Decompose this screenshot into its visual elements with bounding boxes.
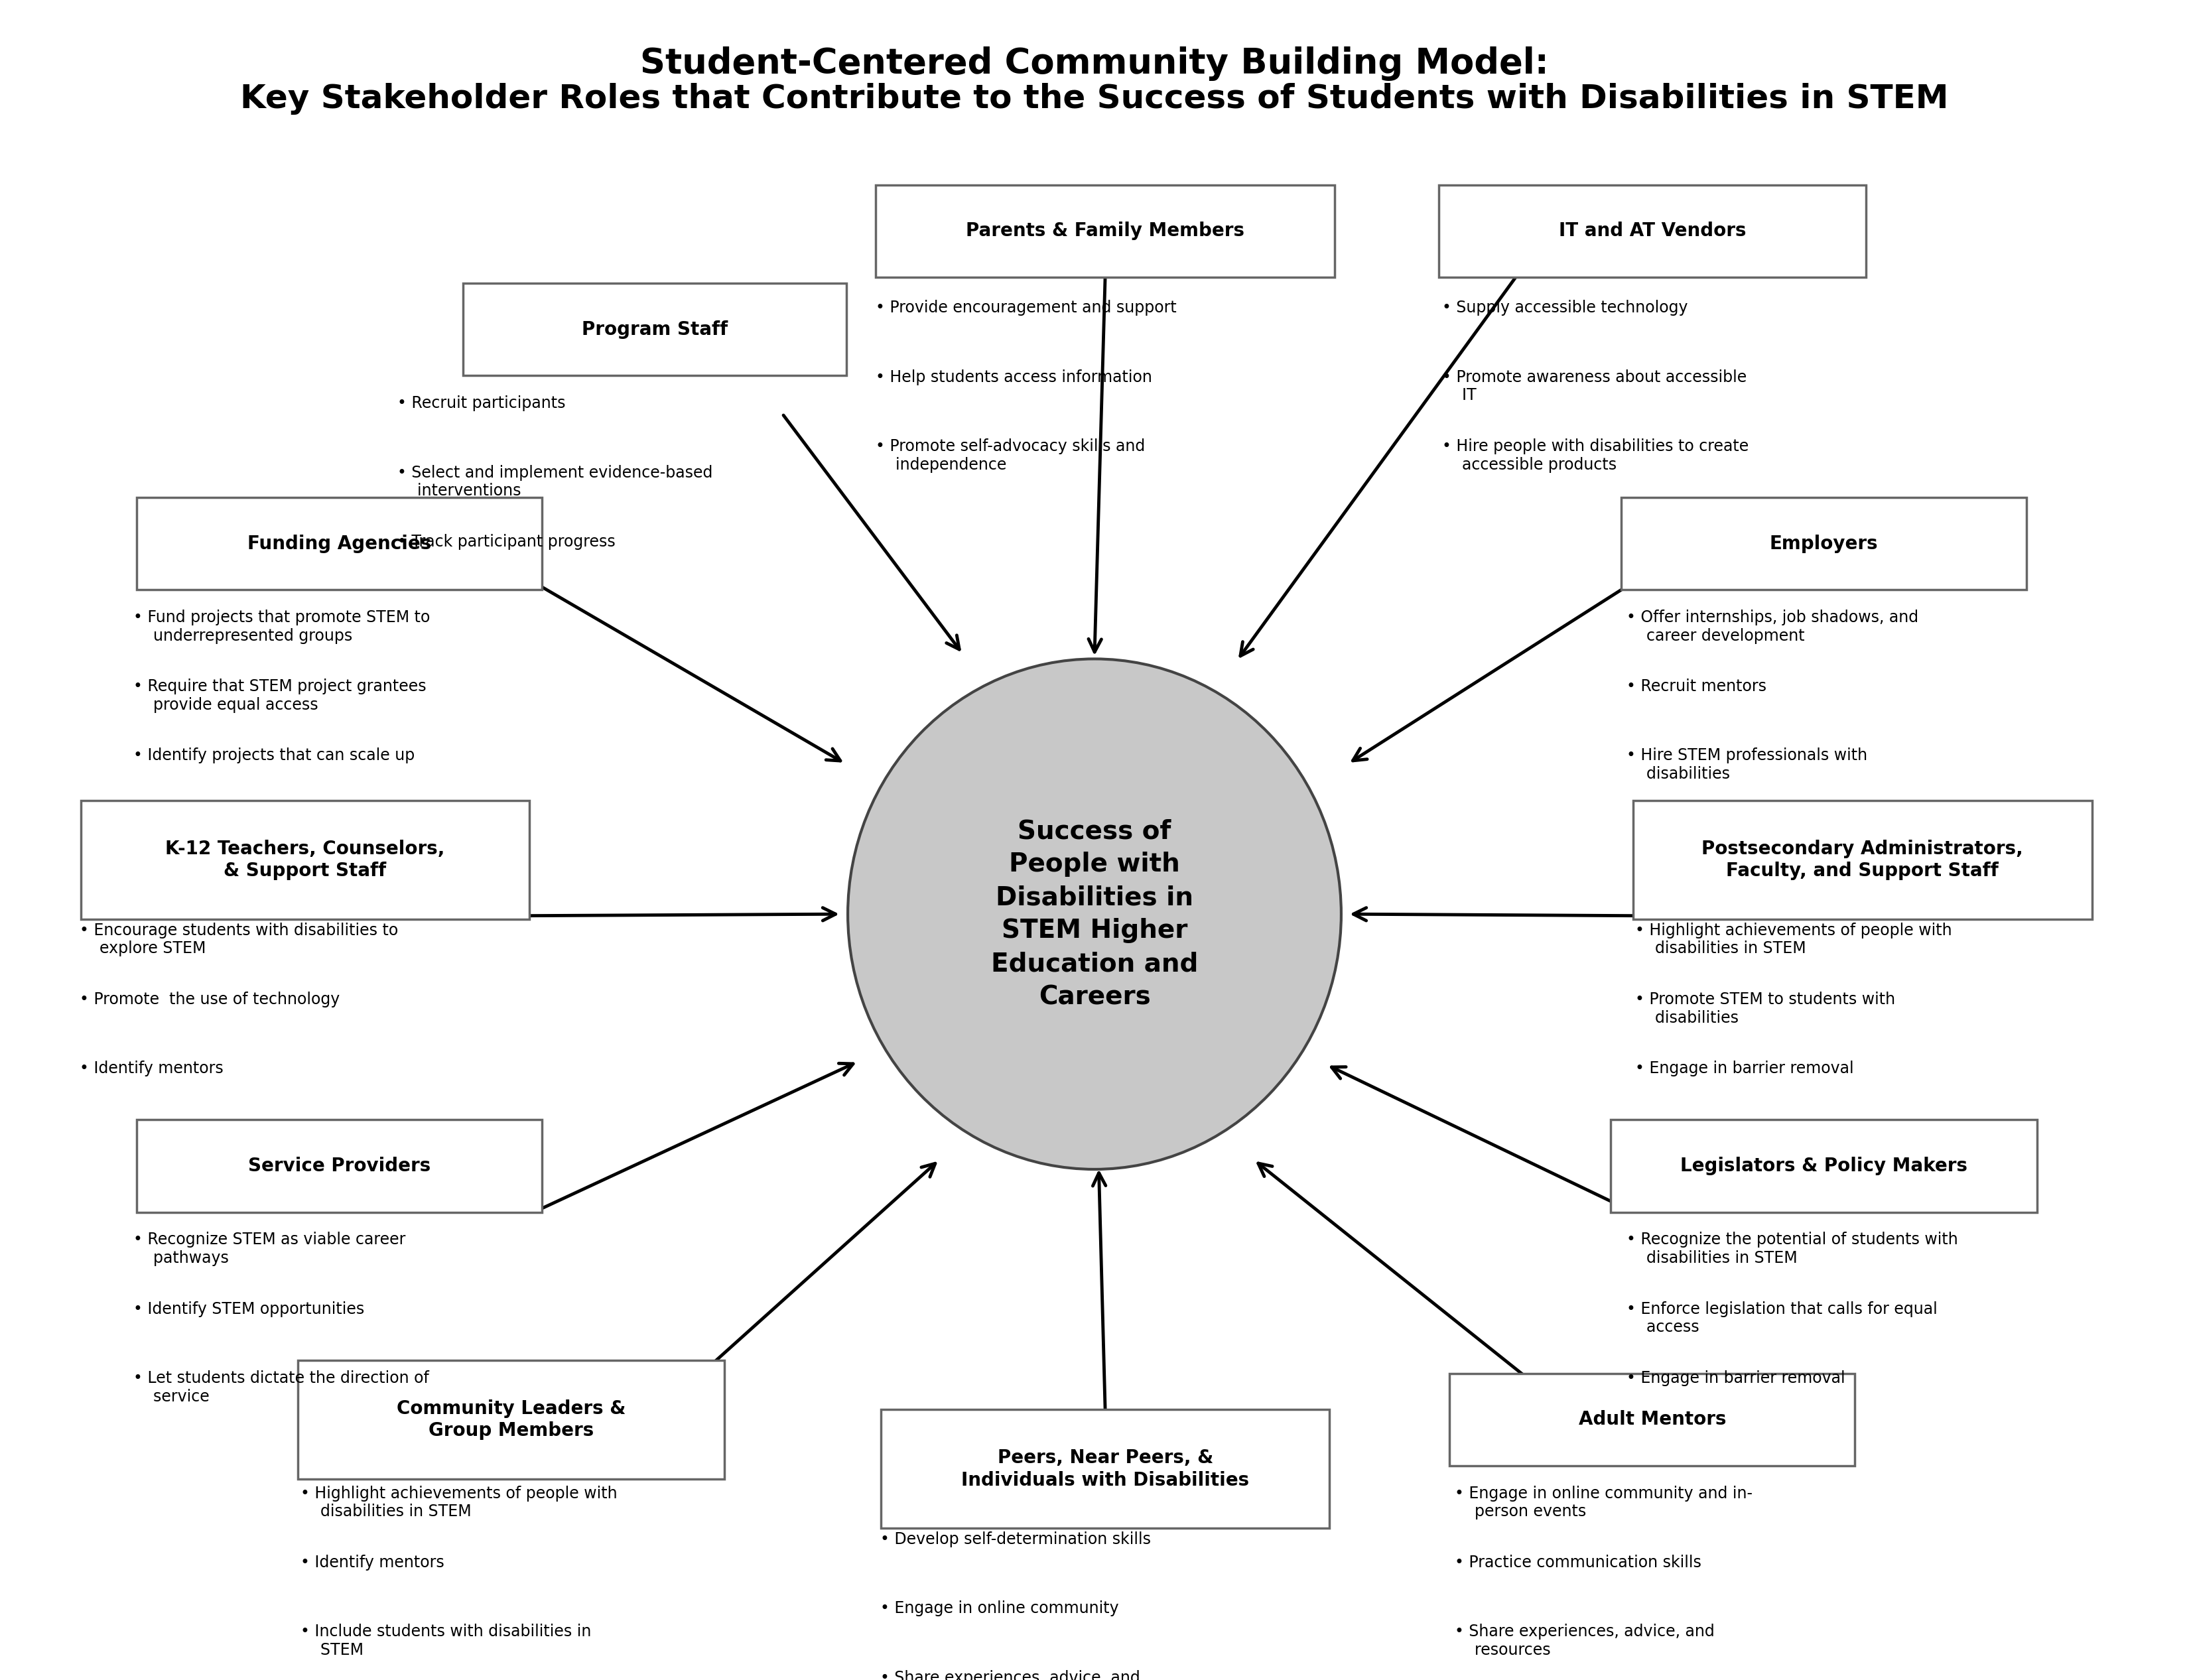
Text: • Include students with disabilities in
    STEM: • Include students with disabilities in … <box>300 1623 591 1658</box>
Text: • Identify projects that can scale up: • Identify projects that can scale up <box>134 748 416 764</box>
FancyBboxPatch shape <box>880 1410 1329 1529</box>
Text: • Promote  the use of technology: • Promote the use of technology <box>79 991 339 1008</box>
Text: Funding Agencies: Funding Agencies <box>247 534 431 553</box>
Text: Key Stakeholder Roles that Contribute to the Success of Students with Disabiliti: Key Stakeholder Roles that Contribute to… <box>241 82 1948 114</box>
FancyBboxPatch shape <box>1438 185 1865 277</box>
Text: • Promote self-advocacy skills and
    independence: • Promote self-advocacy skills and indep… <box>876 438 1145 472</box>
Text: • Recognize STEM as viable career
    pathways: • Recognize STEM as viable career pathwa… <box>134 1231 405 1267</box>
Text: • Share experiences, advice, and
    resources: • Share experiences, advice, and resourc… <box>1456 1623 1714 1658</box>
Text: Legislators & Policy Makers: Legislators & Policy Makers <box>1681 1158 1968 1176</box>
Text: Employers: Employers <box>1769 534 1878 553</box>
FancyBboxPatch shape <box>136 1121 543 1211</box>
Text: Program Staff: Program Staff <box>582 321 727 339</box>
Text: Peers, Near Peers, &
Individuals with Disabilities: Peers, Near Peers, & Individuals with Di… <box>961 1448 1250 1488</box>
Text: • Hire STEM professionals with
    disabilities: • Hire STEM professionals with disabilit… <box>1626 748 1867 783</box>
Text: • Promote STEM to students with
    disabilities: • Promote STEM to students with disabili… <box>1635 991 1896 1026</box>
Text: • Engage in barrier removal: • Engage in barrier removal <box>1635 1060 1854 1077</box>
Text: • Offer internships, job shadows, and
    career development: • Offer internships, job shadows, and ca… <box>1626 610 1918 643</box>
Text: Student-Centered Community Building Model:: Student-Centered Community Building Mode… <box>639 47 1550 81</box>
Text: K-12 Teachers, Counselors,
& Support Staff: K-12 Teachers, Counselors, & Support Sta… <box>166 840 444 880</box>
Text: • Identify mentors: • Identify mentors <box>300 1554 444 1571</box>
Text: • Enforce legislation that calls for equal
    access: • Enforce legislation that calls for equ… <box>1626 1300 1937 1336</box>
Text: • Engage in online community and in-
    person events: • Engage in online community and in- per… <box>1456 1485 1753 1520</box>
FancyBboxPatch shape <box>462 284 847 376</box>
FancyBboxPatch shape <box>1611 1121 2038 1211</box>
Text: IT and AT Vendors: IT and AT Vendors <box>1559 222 1747 240</box>
Text: • Select and implement evidence-based
    interventions: • Select and implement evidence-based in… <box>396 465 714 499</box>
Text: • Practice communication skills: • Practice communication skills <box>1456 1554 1701 1571</box>
Text: Postsecondary Administrators,
Faculty, and Support Staff: Postsecondary Administrators, Faculty, a… <box>1701 840 2023 880</box>
Text: • Promote awareness about accessible
    IT: • Promote awareness about accessible IT <box>1443 370 1747 403</box>
FancyBboxPatch shape <box>876 185 1335 277</box>
Text: • Track participant progress: • Track participant progress <box>396 534 615 549</box>
FancyBboxPatch shape <box>1622 497 2027 590</box>
Text: • Share experiences, advice, and
    resources: • Share experiences, advice, and resourc… <box>880 1670 1140 1680</box>
Ellipse shape <box>847 659 1342 1169</box>
Text: • Recruit participants: • Recruit participants <box>396 395 565 412</box>
Text: • Supply accessible technology: • Supply accessible technology <box>1443 301 1688 316</box>
Text: • Engage in online community: • Engage in online community <box>880 1601 1119 1616</box>
FancyBboxPatch shape <box>136 497 543 590</box>
FancyBboxPatch shape <box>1633 800 2093 919</box>
Text: • Encourage students with disabilities to
    explore STEM: • Encourage students with disabilities t… <box>79 922 398 956</box>
Text: • Fund projects that promote STEM to
    underrepresented groups: • Fund projects that promote STEM to und… <box>134 610 431 643</box>
Text: • Help students access information: • Help students access information <box>876 370 1151 385</box>
Text: Parents & Family Members: Parents & Family Members <box>965 222 1246 240</box>
Text: • Highlight achievements of people with
    disabilities in STEM: • Highlight achievements of people with … <box>300 1485 617 1520</box>
FancyBboxPatch shape <box>1449 1374 1854 1465</box>
Text: Adult Mentors: Adult Mentors <box>1578 1410 1727 1428</box>
Text: Success of
People with
Disabilities in
STEM Higher
Education and
Careers: Success of People with Disabilities in S… <box>992 818 1197 1010</box>
Text: • Require that STEM project grantees
    provide equal access: • Require that STEM project grantees pro… <box>134 679 427 712</box>
Text: • Let students dictate the direction of
    service: • Let students dictate the direction of … <box>134 1371 429 1404</box>
Text: • Recognize the potential of students with
    disabilities in STEM: • Recognize the potential of students wi… <box>1626 1231 1957 1267</box>
Text: • Identify STEM opportunities: • Identify STEM opportunities <box>134 1300 363 1317</box>
Text: Service Providers: Service Providers <box>247 1158 431 1176</box>
Text: • Hire people with disabilities to create
    accessible products: • Hire people with disabilities to creat… <box>1443 438 1749 472</box>
Text: • Highlight achievements of people with
    disabilities in STEM: • Highlight achievements of people with … <box>1635 922 1953 956</box>
Text: • Recruit mentors: • Recruit mentors <box>1626 679 1767 694</box>
Text: • Provide encouragement and support: • Provide encouragement and support <box>876 301 1178 316</box>
Text: • Engage in barrier removal: • Engage in barrier removal <box>1626 1371 1845 1386</box>
Text: • Develop self-determination skills: • Develop self-determination skills <box>880 1532 1151 1547</box>
FancyBboxPatch shape <box>81 800 530 919</box>
Text: • Identify mentors: • Identify mentors <box>79 1060 223 1077</box>
FancyBboxPatch shape <box>298 1361 725 1478</box>
Text: Community Leaders &
Group Members: Community Leaders & Group Members <box>396 1399 626 1440</box>
